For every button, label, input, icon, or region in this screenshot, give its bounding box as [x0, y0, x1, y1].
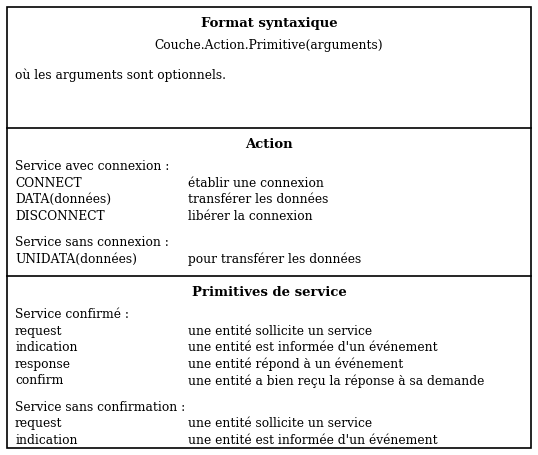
Text: response: response: [15, 358, 71, 370]
Text: CONNECT: CONNECT: [15, 177, 82, 190]
Text: request: request: [15, 324, 62, 338]
Text: une entité sollicite un service: une entité sollicite un service: [188, 417, 372, 430]
Text: DISCONNECT: DISCONNECT: [15, 210, 104, 223]
Text: une entité est informée d'un événement: une entité est informée d'un événement: [188, 341, 437, 354]
Text: où les arguments sont optionnels.: où les arguments sont optionnels.: [15, 69, 226, 82]
Text: Couche.Action.Primitive(arguments): Couche.Action.Primitive(arguments): [155, 39, 383, 52]
Text: Service confirmé :: Service confirmé :: [15, 308, 129, 321]
Text: indication: indication: [15, 341, 77, 354]
Text: DATA(données): DATA(données): [15, 193, 111, 206]
Text: pour transférer les données: pour transférer les données: [188, 253, 361, 266]
Text: Format syntaxique: Format syntaxique: [201, 17, 337, 30]
Text: UNIDATA(données): UNIDATA(données): [15, 253, 137, 266]
Text: établir une connexion: établir une connexion: [188, 177, 324, 190]
Text: Service avec connexion :: Service avec connexion :: [15, 160, 169, 173]
Text: une entité sollicite un service: une entité sollicite un service: [188, 324, 372, 338]
Text: une entité répond à un événement: une entité répond à un événement: [188, 358, 403, 371]
Text: Service sans confirmation :: Service sans confirmation :: [15, 400, 185, 414]
Text: une entité est informée d'un événement: une entité est informée d'un événement: [188, 434, 437, 446]
Text: confirm: confirm: [15, 374, 63, 387]
Text: Primitives de service: Primitives de service: [192, 286, 346, 299]
Text: Service sans connexion :: Service sans connexion :: [15, 236, 169, 249]
Text: transférer les données: transférer les données: [188, 193, 328, 206]
Text: indication: indication: [15, 434, 77, 446]
Text: libérer la connexion: libérer la connexion: [188, 210, 313, 223]
Text: request: request: [15, 417, 62, 430]
Text: une entité a bien reçu la réponse à sa demande: une entité a bien reçu la réponse à sa d…: [188, 374, 484, 388]
Text: Action: Action: [245, 138, 293, 151]
